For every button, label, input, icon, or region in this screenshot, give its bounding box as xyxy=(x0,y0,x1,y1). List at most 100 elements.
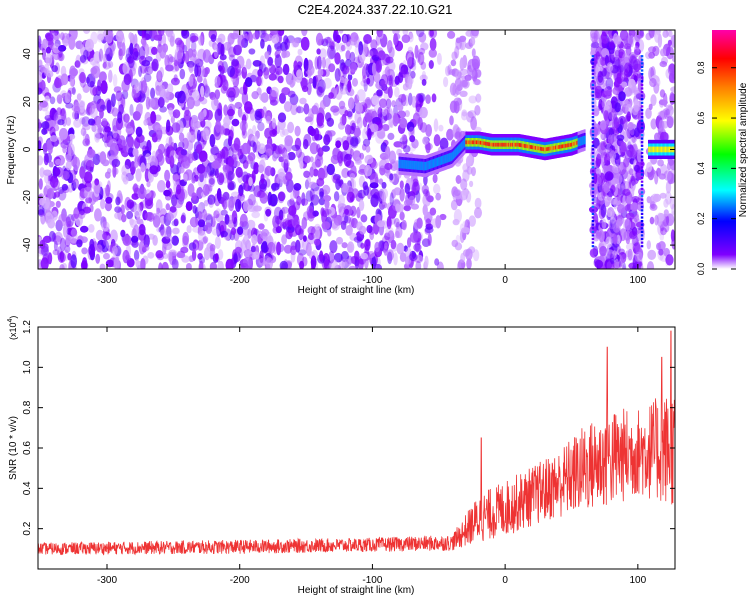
heatmap-cell xyxy=(132,51,141,61)
heatmap-cell xyxy=(240,182,246,190)
heatmap-cell xyxy=(254,114,263,124)
heatmap-cell xyxy=(307,226,316,235)
heatmap-cell xyxy=(276,241,282,256)
heatmap-cell xyxy=(61,170,70,180)
heatmap-cell xyxy=(105,184,110,197)
heatmap-cell xyxy=(613,34,622,48)
heatmap-cell xyxy=(83,186,92,194)
heatmap-cell xyxy=(395,226,403,239)
heatmap-cell xyxy=(38,71,43,83)
heatmap-cell xyxy=(344,34,350,42)
heatmap-cell xyxy=(591,245,595,248)
heatmap-cell xyxy=(616,72,622,84)
heatmap-cell xyxy=(277,168,286,180)
heatmap-cell xyxy=(148,67,153,75)
heatmap-cell xyxy=(270,99,278,106)
heatmap-cell xyxy=(73,118,82,128)
heatmap-cell xyxy=(207,194,216,205)
heatmap-cell xyxy=(57,52,64,62)
heatmap-cell xyxy=(461,227,471,234)
heatmap-cell xyxy=(627,148,637,159)
heatmap-cell xyxy=(83,30,91,34)
heatmap-cell xyxy=(224,214,230,225)
heatmap-cell xyxy=(429,30,434,37)
heatmap-cell xyxy=(191,89,200,101)
heatmap-cell xyxy=(211,97,220,111)
heatmap-cell xyxy=(89,85,99,96)
heatmap-cell xyxy=(101,118,108,126)
heatmap-cell xyxy=(386,249,394,261)
heatmap-cell xyxy=(213,97,219,106)
heatmap-cell xyxy=(316,55,322,70)
heatmap-cell xyxy=(41,128,48,135)
heatmap-cell xyxy=(356,206,361,219)
heatmap-cell xyxy=(471,30,479,37)
heatmap-cell xyxy=(344,110,349,117)
heatmap-cell xyxy=(108,69,113,83)
spectrogram-xlabel: Height of straight line (km) xyxy=(298,285,415,296)
heatmap-cell xyxy=(365,145,371,153)
heatmap-cell xyxy=(394,86,400,98)
heatmap-cell xyxy=(354,250,360,261)
heatmap-cell xyxy=(277,191,286,202)
heatmap-cell xyxy=(135,259,140,266)
heatmap-cell xyxy=(640,177,644,180)
heatmap-cell xyxy=(177,90,186,104)
heatmap-cell xyxy=(285,229,293,240)
heatmap-cell xyxy=(327,45,336,60)
heatmap-cell xyxy=(163,212,172,227)
heatmap-cell xyxy=(597,56,602,67)
heatmap-cell xyxy=(591,108,595,112)
heatmap-cell xyxy=(419,74,428,82)
heatmap-cell xyxy=(328,92,334,99)
heatmap-cell xyxy=(309,156,314,163)
spectrogram-y-tick-label: 40 xyxy=(22,48,33,60)
heatmap-cell xyxy=(591,69,595,72)
heatmap-cell xyxy=(199,260,204,269)
heatmap-cell xyxy=(411,181,420,195)
heatmap-cell xyxy=(363,103,368,113)
heatmap-cell xyxy=(384,162,393,171)
heatmap-cell xyxy=(640,108,644,112)
heatmap-cell xyxy=(49,96,56,105)
heatmap-cell xyxy=(465,42,473,49)
heatmap-cell xyxy=(599,120,607,131)
heatmap-cell xyxy=(47,252,53,265)
heatmap-cell xyxy=(241,66,247,79)
heatmap-cell xyxy=(105,47,113,62)
heatmap-cell xyxy=(349,173,356,181)
heatmap-cell xyxy=(364,112,373,123)
heatmap-cell xyxy=(58,186,64,195)
heatmap-cell xyxy=(591,159,595,162)
heatmap-cell xyxy=(324,208,332,215)
heatmap-cells xyxy=(38,30,675,269)
heatmap-cell xyxy=(96,116,101,129)
heatmap-cell xyxy=(139,201,144,211)
heatmap-cell xyxy=(45,109,50,119)
heatmap-cell xyxy=(270,90,279,100)
heatmap-cell xyxy=(198,150,208,162)
spectrogram-x-tick-label: 0 xyxy=(502,275,508,286)
heatmap-cell xyxy=(401,219,407,231)
heatmap-cell xyxy=(252,32,260,40)
heatmap-cell xyxy=(258,257,268,267)
heatmap-cell xyxy=(416,30,425,38)
heatmap-cell xyxy=(190,35,199,42)
heatmap-cell xyxy=(260,231,267,240)
heatmap-cell xyxy=(640,184,644,187)
heatmap-cell xyxy=(187,48,194,58)
heatmap-cell xyxy=(646,196,652,204)
heatmap-cell xyxy=(289,79,295,88)
heatmap-cell xyxy=(297,61,303,68)
heatmap-cell xyxy=(461,79,468,88)
heatmap-cell xyxy=(295,146,302,158)
heatmap-cell xyxy=(131,89,137,99)
heatmap-cell xyxy=(277,30,285,36)
heatmap-cell xyxy=(304,179,310,190)
heatmap-cell xyxy=(71,86,76,95)
heatmap-cell xyxy=(256,87,262,96)
heatmap-cell xyxy=(138,65,143,78)
heatmap-cell xyxy=(228,147,234,159)
heatmap-cell xyxy=(353,236,362,243)
heatmap-cell xyxy=(604,171,614,181)
